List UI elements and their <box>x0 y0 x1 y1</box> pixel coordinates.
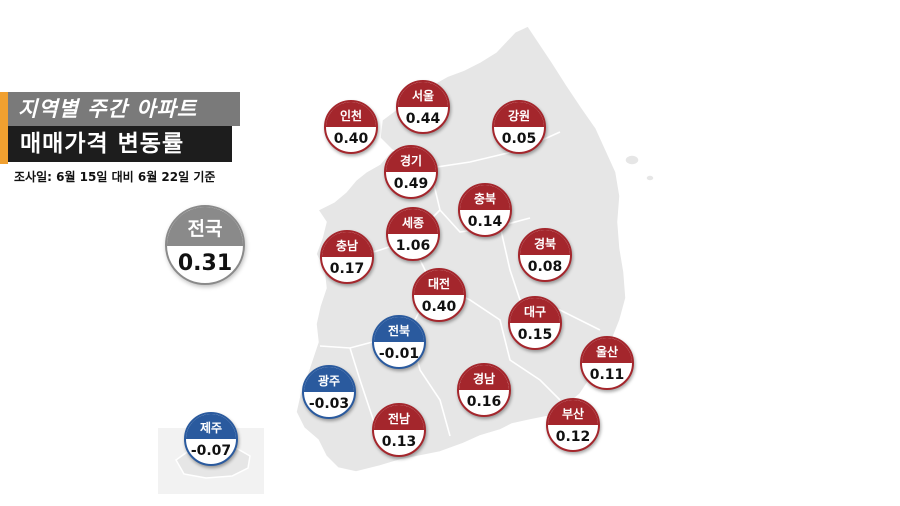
region-name: 전북 <box>374 317 424 342</box>
region-badge-gyeonggi: 경기 0.49 <box>384 145 438 199</box>
region-name: 광주 <box>304 367 354 392</box>
national-badge: 전국 0.31 <box>165 205 245 285</box>
region-badge-jeonbuk: 전북 -0.01 <box>372 315 426 369</box>
region-badge-chungbuk: 충북 0.14 <box>458 183 512 237</box>
region-value: 0.08 <box>527 259 563 275</box>
province-border <box>429 167 531 233</box>
region-name: 대구 <box>510 298 560 323</box>
region-badge-seoul: 서울 0.44 <box>396 80 450 134</box>
region-badge-ulsan: 울산 0.11 <box>580 336 634 390</box>
region-value: -0.03 <box>308 396 350 412</box>
region-value: 0.11 <box>589 367 625 383</box>
ulleung-island <box>624 154 640 166</box>
region-value: 1.06 <box>395 238 431 254</box>
region-name: 충남 <box>322 232 372 257</box>
region-name: 경남 <box>459 365 509 390</box>
region-name: 전남 <box>374 405 424 430</box>
region-badge-gyeongnam: 경남 0.16 <box>457 363 511 417</box>
region-name: 강원 <box>494 102 544 127</box>
region-value: 0.14 <box>467 214 503 230</box>
region-badge-sejong: 세종 1.06 <box>386 207 440 261</box>
region-name: 충북 <box>460 185 510 210</box>
region-badge-gwangju: 광주 -0.03 <box>302 365 356 419</box>
region-name: 인천 <box>326 102 376 127</box>
region-name: 서울 <box>398 82 448 107</box>
region-value: 0.15 <box>517 327 553 343</box>
region-value: 0.12 <box>555 429 591 445</box>
region-badge-gangwon: 강원 0.05 <box>492 100 546 154</box>
region-name: 제주 <box>186 414 236 439</box>
region-value: 0.16 <box>466 394 502 410</box>
region-value: 0.44 <box>405 111 441 127</box>
national-value: 0.31 <box>177 251 233 276</box>
region-value: 0.17 <box>329 261 365 277</box>
region-value: -0.07 <box>190 443 232 459</box>
region-value: 0.40 <box>333 131 369 147</box>
dokdo-island <box>645 174 655 182</box>
title-accent-bar <box>0 92 8 164</box>
region-badge-jeju: 제주 -0.07 <box>184 412 238 466</box>
region-badge-daejeon: 대전 0.40 <box>412 268 466 322</box>
title-line-1: 지역별 주간 아파트 <box>8 92 240 126</box>
region-badge-daegu: 대구 0.15 <box>508 296 562 350</box>
region-value: 0.05 <box>501 131 537 147</box>
region-value: 0.40 <box>421 299 457 315</box>
region-badge-gyeongbuk: 경북 0.08 <box>518 228 572 282</box>
title-line-2: 매매가격 변동률 <box>8 126 232 162</box>
region-value: 0.49 <box>393 176 429 192</box>
region-name: 경기 <box>386 147 436 172</box>
region-name: 대전 <box>414 270 464 295</box>
region-name: 경북 <box>520 230 570 255</box>
region-value: -0.01 <box>378 346 420 362</box>
region-name: 세종 <box>388 209 438 234</box>
region-badge-jeonnam: 전남 0.13 <box>372 403 426 457</box>
region-name: 부산 <box>548 400 598 425</box>
survey-date: 조사일: 6월 15일 대비 6월 22일 기준 <box>14 170 216 184</box>
region-badge-busan: 부산 0.12 <box>546 398 600 452</box>
region-badge-chungnam: 충남 0.17 <box>320 230 374 284</box>
region-badge-incheon: 인천 0.40 <box>324 100 378 154</box>
region-value: 0.13 <box>381 434 417 450</box>
region-name: 울산 <box>582 338 632 363</box>
